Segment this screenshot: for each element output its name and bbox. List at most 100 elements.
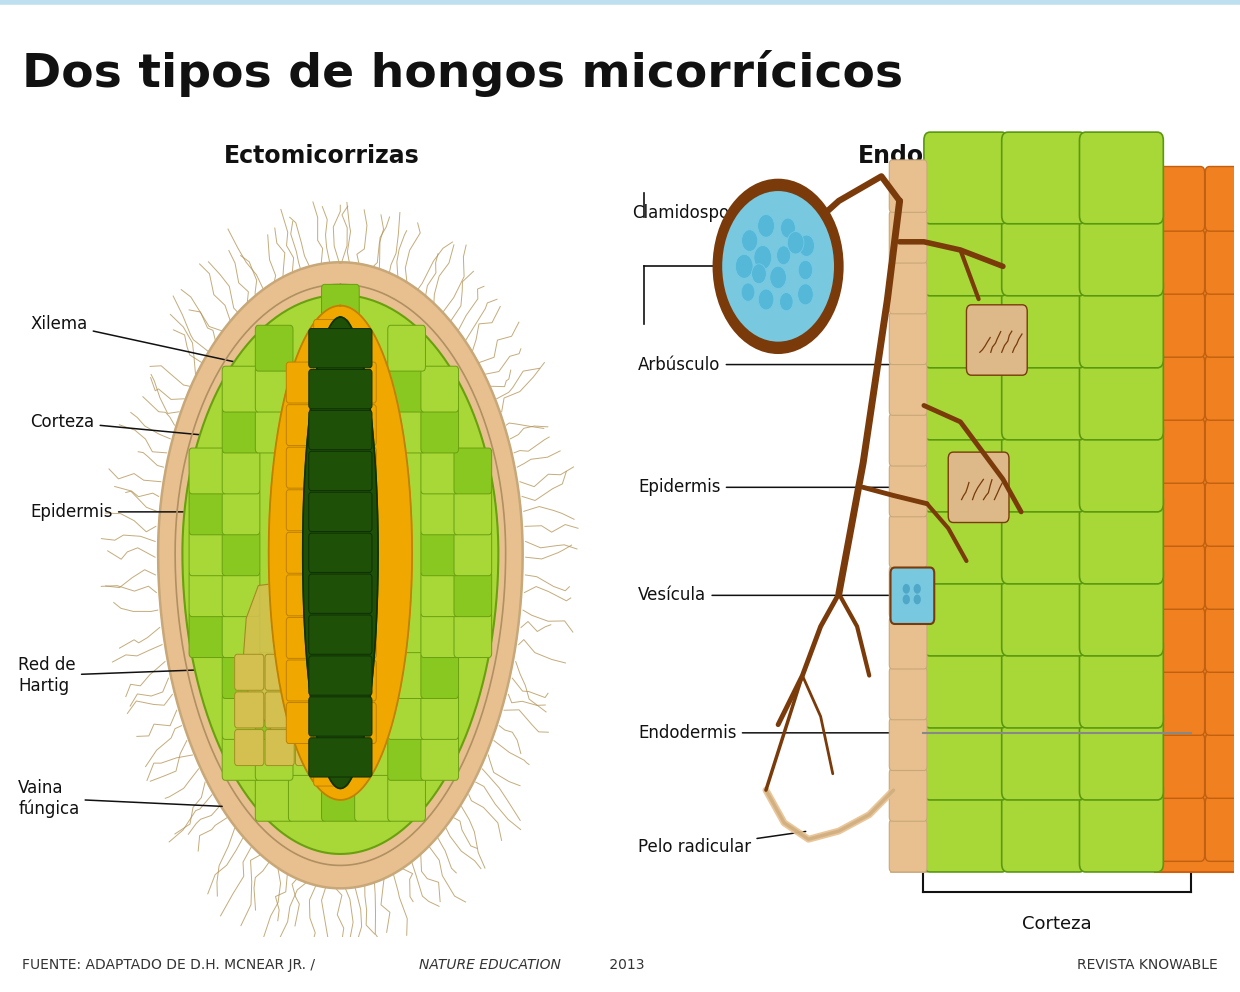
FancyBboxPatch shape bbox=[1080, 348, 1163, 439]
FancyBboxPatch shape bbox=[341, 405, 376, 445]
FancyBboxPatch shape bbox=[265, 729, 294, 766]
Polygon shape bbox=[182, 295, 498, 854]
Text: 2013: 2013 bbox=[605, 957, 645, 972]
FancyBboxPatch shape bbox=[286, 362, 321, 403]
FancyBboxPatch shape bbox=[309, 451, 372, 491]
FancyBboxPatch shape bbox=[188, 530, 227, 575]
FancyBboxPatch shape bbox=[924, 132, 1008, 224]
FancyBboxPatch shape bbox=[889, 464, 928, 517]
FancyBboxPatch shape bbox=[420, 734, 459, 781]
FancyBboxPatch shape bbox=[295, 655, 325, 690]
FancyBboxPatch shape bbox=[1159, 608, 1204, 673]
FancyBboxPatch shape bbox=[355, 776, 392, 821]
FancyBboxPatch shape bbox=[1205, 671, 1240, 735]
FancyBboxPatch shape bbox=[222, 693, 260, 739]
FancyBboxPatch shape bbox=[234, 692, 264, 728]
FancyBboxPatch shape bbox=[286, 702, 321, 743]
Circle shape bbox=[759, 289, 774, 310]
FancyBboxPatch shape bbox=[286, 490, 321, 531]
FancyBboxPatch shape bbox=[286, 617, 321, 659]
FancyBboxPatch shape bbox=[924, 708, 1008, 800]
FancyBboxPatch shape bbox=[1159, 293, 1204, 357]
FancyBboxPatch shape bbox=[454, 489, 492, 535]
FancyBboxPatch shape bbox=[1205, 481, 1240, 547]
FancyBboxPatch shape bbox=[255, 693, 293, 739]
FancyBboxPatch shape bbox=[1205, 419, 1240, 483]
Circle shape bbox=[914, 584, 921, 593]
Text: Red de
Hartig: Red de Hartig bbox=[19, 656, 264, 695]
FancyBboxPatch shape bbox=[1080, 781, 1163, 872]
FancyBboxPatch shape bbox=[1002, 348, 1085, 439]
FancyBboxPatch shape bbox=[255, 407, 293, 453]
FancyBboxPatch shape bbox=[454, 448, 492, 494]
FancyBboxPatch shape bbox=[949, 452, 1009, 523]
FancyBboxPatch shape bbox=[1159, 355, 1204, 421]
FancyBboxPatch shape bbox=[234, 729, 264, 766]
FancyBboxPatch shape bbox=[314, 660, 348, 701]
FancyBboxPatch shape bbox=[309, 696, 372, 736]
FancyBboxPatch shape bbox=[924, 421, 1008, 512]
FancyBboxPatch shape bbox=[889, 565, 928, 618]
FancyBboxPatch shape bbox=[1002, 781, 1085, 872]
FancyBboxPatch shape bbox=[1080, 276, 1163, 368]
FancyBboxPatch shape bbox=[255, 653, 293, 698]
Circle shape bbox=[742, 230, 758, 251]
Text: Pelo radicular: Pelo radicular bbox=[639, 831, 806, 856]
FancyBboxPatch shape bbox=[1002, 276, 1085, 368]
FancyBboxPatch shape bbox=[309, 411, 372, 449]
FancyBboxPatch shape bbox=[341, 617, 376, 659]
Polygon shape bbox=[175, 285, 506, 865]
Polygon shape bbox=[269, 306, 412, 800]
Text: Epidermis: Epidermis bbox=[31, 503, 195, 521]
FancyBboxPatch shape bbox=[454, 612, 492, 658]
Text: Clamidosporas: Clamidosporas bbox=[632, 204, 755, 222]
FancyBboxPatch shape bbox=[889, 262, 928, 313]
FancyBboxPatch shape bbox=[321, 776, 360, 821]
FancyBboxPatch shape bbox=[890, 567, 934, 624]
FancyBboxPatch shape bbox=[188, 489, 227, 535]
FancyBboxPatch shape bbox=[388, 325, 425, 371]
FancyBboxPatch shape bbox=[388, 366, 425, 412]
FancyBboxPatch shape bbox=[924, 781, 1008, 872]
FancyBboxPatch shape bbox=[889, 668, 928, 720]
FancyBboxPatch shape bbox=[420, 653, 459, 698]
FancyBboxPatch shape bbox=[255, 366, 293, 412]
FancyBboxPatch shape bbox=[309, 656, 372, 695]
FancyBboxPatch shape bbox=[1002, 132, 1085, 224]
FancyBboxPatch shape bbox=[889, 160, 928, 212]
FancyBboxPatch shape bbox=[314, 702, 348, 743]
FancyBboxPatch shape bbox=[314, 745, 348, 786]
FancyBboxPatch shape bbox=[314, 405, 348, 445]
Circle shape bbox=[797, 284, 813, 305]
FancyBboxPatch shape bbox=[889, 819, 928, 872]
FancyBboxPatch shape bbox=[889, 769, 928, 821]
FancyBboxPatch shape bbox=[314, 490, 348, 531]
FancyBboxPatch shape bbox=[309, 492, 372, 532]
FancyBboxPatch shape bbox=[188, 448, 227, 494]
Polygon shape bbox=[159, 262, 522, 888]
FancyBboxPatch shape bbox=[924, 492, 1008, 584]
FancyBboxPatch shape bbox=[265, 692, 294, 728]
Circle shape bbox=[799, 260, 812, 280]
FancyBboxPatch shape bbox=[1205, 355, 1240, 421]
Circle shape bbox=[787, 231, 804, 254]
FancyBboxPatch shape bbox=[889, 210, 928, 263]
Text: Endodermis: Endodermis bbox=[639, 724, 920, 742]
FancyBboxPatch shape bbox=[314, 575, 348, 616]
Circle shape bbox=[780, 293, 794, 310]
FancyBboxPatch shape bbox=[314, 362, 348, 403]
FancyBboxPatch shape bbox=[1159, 229, 1204, 295]
FancyBboxPatch shape bbox=[1205, 608, 1240, 673]
FancyBboxPatch shape bbox=[966, 305, 1027, 375]
FancyBboxPatch shape bbox=[222, 530, 260, 575]
Circle shape bbox=[722, 191, 835, 341]
Text: Xilema: Xilema bbox=[31, 314, 320, 380]
FancyBboxPatch shape bbox=[420, 570, 459, 617]
FancyBboxPatch shape bbox=[314, 533, 348, 573]
FancyBboxPatch shape bbox=[1080, 204, 1163, 296]
FancyBboxPatch shape bbox=[341, 447, 376, 488]
FancyBboxPatch shape bbox=[286, 660, 321, 701]
Text: Dos tipos de hongos micorrícicos: Dos tipos de hongos micorrícicos bbox=[22, 51, 904, 97]
FancyBboxPatch shape bbox=[341, 575, 376, 616]
FancyBboxPatch shape bbox=[1002, 636, 1085, 728]
